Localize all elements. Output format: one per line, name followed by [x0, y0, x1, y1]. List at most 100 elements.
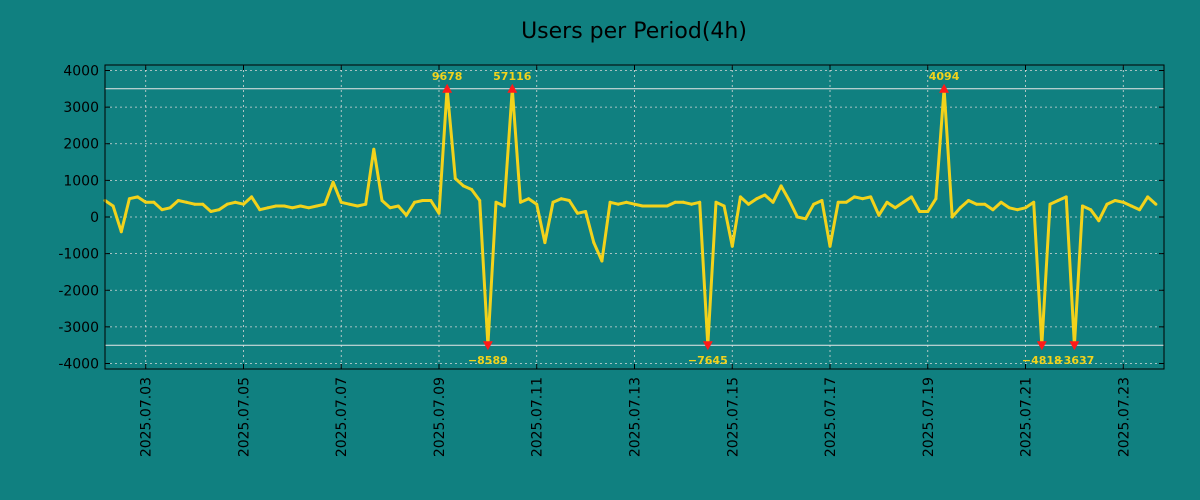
data-point	[225, 202, 229, 206]
y-tick-label: -1000	[58, 247, 99, 263]
data-point	[421, 199, 425, 202]
data-point	[494, 200, 498, 204]
data-point	[274, 204, 278, 208]
chart-title: Users per Period(4h)	[521, 19, 747, 44]
data-point	[795, 215, 799, 219]
data-point	[1089, 208, 1093, 212]
data-point	[1032, 200, 1036, 204]
data-point	[828, 244, 832, 248]
data-point	[576, 211, 579, 215]
spike-label: 4094	[929, 70, 960, 83]
data-point	[111, 204, 115, 208]
data-point	[730, 244, 734, 248]
data-point	[1064, 195, 1068, 199]
data-point	[999, 200, 1003, 204]
data-point	[910, 195, 913, 199]
data-point	[1097, 219, 1101, 223]
data-point	[901, 200, 905, 204]
data-point	[1154, 202, 1158, 206]
data-point	[600, 259, 604, 263]
data-point	[1113, 199, 1117, 202]
data-point	[258, 208, 262, 212]
data-point	[144, 200, 148, 204]
data-point	[608, 200, 612, 204]
data-point	[217, 208, 221, 212]
data-point	[698, 200, 702, 204]
y-tick-label: 4000	[63, 63, 99, 79]
spike-label: −3637	[1054, 354, 1094, 367]
data-point	[502, 204, 506, 208]
data-point	[388, 206, 392, 210]
data-point	[804, 217, 808, 221]
data-point	[787, 199, 791, 202]
data-point	[1105, 202, 1109, 206]
data-point	[885, 200, 889, 204]
data-point	[315, 204, 319, 208]
y-tick-label: -2000	[58, 283, 99, 299]
data-point	[535, 202, 539, 206]
spike-marker	[1069, 341, 1080, 351]
data-point	[567, 199, 571, 202]
x-tick-label: 2025.07.17	[823, 377, 839, 457]
y-axis: 4000 3000 2000 1000 0 -1000 -2000 -3000 -4000	[58, 63, 1164, 373]
data-point	[176, 199, 180, 202]
data-point	[201, 202, 205, 206]
data-point	[641, 204, 645, 208]
y-tick-label: 1000	[63, 173, 99, 189]
data-point	[323, 202, 327, 206]
data-point	[233, 200, 237, 204]
data-point	[127, 197, 131, 201]
data-point	[193, 202, 197, 206]
data-point	[950, 215, 954, 219]
x-tick-label: 2025.07.13	[628, 377, 644, 457]
data-point	[771, 200, 775, 204]
data-point	[307, 206, 311, 210]
data-point	[396, 204, 400, 208]
data-point	[453, 177, 457, 180]
data-point	[934, 197, 938, 201]
data-point	[1056, 199, 1060, 202]
data-point	[820, 199, 824, 202]
data-point	[975, 202, 979, 206]
y-tick-label: -3000	[58, 320, 99, 336]
x-axis: 2025.07.03 2025.07.05 2025.07.07 2025.07.09…	[139, 65, 1132, 457]
data-point	[681, 200, 685, 204]
x-tick-label: 2025.07.11	[530, 377, 546, 457]
data-point	[551, 200, 555, 204]
data-point	[624, 200, 628, 204]
data-point	[429, 199, 433, 202]
spike-marker	[939, 83, 950, 93]
data-point	[1048, 202, 1052, 206]
data-point	[1129, 204, 1133, 208]
data-point	[461, 184, 465, 188]
y-tick-label: -4000	[58, 357, 99, 373]
data-point	[339, 200, 343, 204]
data-point	[1138, 208, 1142, 212]
spike-label: 9678	[432, 70, 463, 83]
data-point	[893, 206, 897, 210]
data-point	[242, 202, 245, 206]
data-point	[967, 199, 970, 202]
data-point	[812, 202, 816, 206]
data-point	[1024, 206, 1027, 210]
data-point	[413, 200, 417, 204]
data-point	[755, 197, 759, 201]
data-point	[877, 213, 881, 217]
data-point	[347, 202, 351, 206]
y-tick-label: 2000	[63, 137, 99, 153]
data-point	[861, 197, 865, 201]
x-tick-label: 2025.07.15	[725, 377, 741, 457]
data-point	[380, 199, 384, 202]
spike-label: −7645	[688, 354, 728, 367]
grid-lines	[105, 65, 1164, 369]
data-point	[282, 204, 286, 208]
data-point	[543, 241, 547, 245]
spike-label: −4818	[1022, 354, 1062, 367]
spike-label: −8589	[468, 354, 508, 367]
spike-marker	[507, 83, 518, 93]
data-point	[983, 202, 987, 206]
x-tick-label: 2025.07.21	[1019, 377, 1035, 457]
data-point	[918, 210, 922, 213]
data-point	[869, 195, 873, 199]
data-point	[168, 206, 172, 210]
